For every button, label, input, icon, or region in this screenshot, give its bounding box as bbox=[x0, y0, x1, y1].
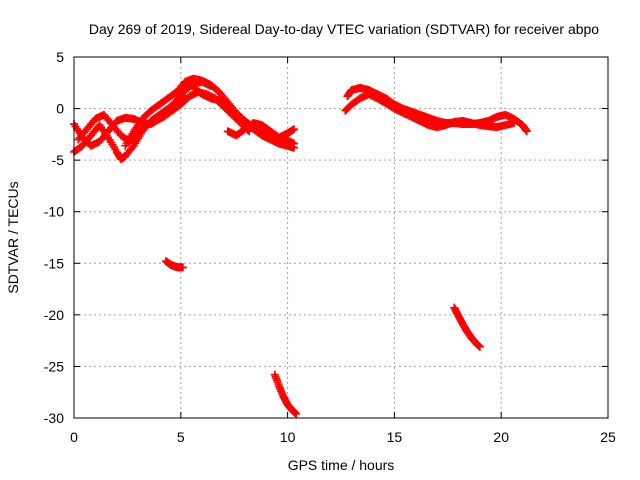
y-tick-label: -5 bbox=[52, 152, 65, 168]
y-tick-label: -30 bbox=[44, 410, 64, 426]
data-point bbox=[128, 143, 137, 152]
x-tick-label: 20 bbox=[493, 429, 509, 445]
series-arc-8 bbox=[270, 370, 301, 418]
x-tick-label: 25 bbox=[600, 429, 616, 445]
plot-frame bbox=[73, 56, 609, 419]
data-point bbox=[290, 125, 299, 134]
x-axis-title: GPS time / hours bbox=[288, 457, 395, 473]
data-point bbox=[510, 119, 519, 128]
data-point bbox=[522, 127, 531, 136]
y-tick-label: -20 bbox=[44, 307, 64, 323]
x-tick-label: 0 bbox=[70, 429, 78, 445]
series-arc-10 bbox=[341, 90, 519, 132]
y-axis-title: SDTVAR / TECUs bbox=[5, 181, 21, 293]
data-series bbox=[70, 74, 531, 418]
x-tick-label: 15 bbox=[387, 429, 403, 445]
y-tick-label: -25 bbox=[44, 358, 64, 374]
chart-title: Day 269 of 2019, Sidereal Day-to-day VTE… bbox=[89, 21, 599, 37]
y-tick-label: 5 bbox=[56, 49, 64, 65]
data-point bbox=[292, 409, 301, 418]
y-tick-label: 0 bbox=[56, 101, 64, 117]
tick-labels: 0 5 10 15 20 25 5 0 -5 -10 -15 -20 -25 -30 bbox=[44, 49, 616, 445]
data-point bbox=[290, 143, 299, 152]
data-point bbox=[475, 342, 484, 351]
series-arc-7 bbox=[161, 257, 187, 272]
axis-ticks bbox=[73, 56, 609, 419]
x-tick-label: 10 bbox=[280, 429, 296, 445]
series-arc-6 bbox=[223, 119, 299, 142]
y-tick-label: -15 bbox=[44, 255, 64, 271]
series-arc-5 bbox=[189, 83, 299, 152]
data-point bbox=[178, 263, 187, 272]
y-tick-label: -10 bbox=[44, 204, 64, 220]
x-tick-label: 5 bbox=[177, 429, 185, 445]
series-arc-11 bbox=[450, 303, 484, 351]
